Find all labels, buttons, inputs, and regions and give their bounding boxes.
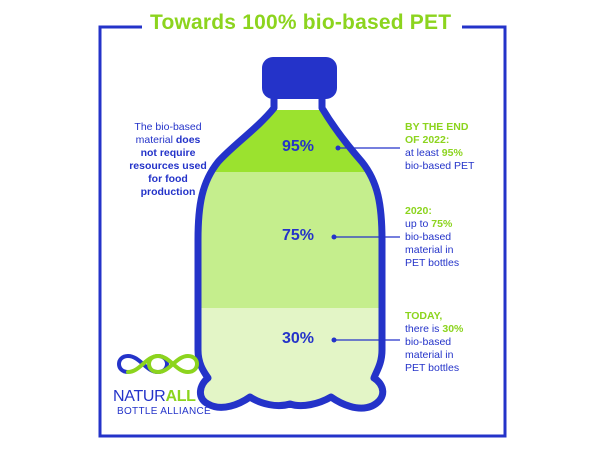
note-line: not require [140, 147, 196, 159]
note-line: for food [148, 173, 188, 185]
annotation-text: PET bottles [405, 257, 460, 269]
level-75-label: 75% [281, 227, 315, 244]
connector-75-dot [331, 234, 337, 240]
annotation-heading: BY THE END [405, 121, 469, 133]
annotation-heading: 2020: [405, 205, 432, 217]
bottle-cap [262, 57, 337, 99]
logo-infinity-icon [117, 353, 199, 375]
annotation-text: up to 75% [405, 218, 525, 231]
logo-subtitle: BOTTLE ALLIANCE [117, 406, 211, 417]
bottle-outline [194, 88, 387, 412]
annotation-text: there is 30% [405, 323, 525, 336]
connector-30-dot [331, 337, 337, 343]
annotation-percent: 75% [431, 218, 453, 230]
note-line: production [140, 186, 196, 198]
annotation-text: PET bottles [405, 362, 460, 374]
annotation-text: bio-based PET [405, 160, 475, 172]
annotation-2020: 2020: up to 75% bio-based material in PE… [405, 205, 525, 270]
logo-wordmark: NATURALL [113, 388, 196, 406]
annotation-text-pre: there is [405, 323, 443, 335]
connector-95-dot [335, 145, 341, 151]
level-30-label: 30% [281, 330, 315, 347]
food-resources-note: The bio-based material does not require … [113, 121, 223, 199]
annotation-2022: BY THE END OF 2022: at least 95% bio-bas… [405, 121, 525, 173]
note-line: material does [113, 134, 223, 147]
level-75-fill [198, 172, 383, 308]
annotation-text-pre: at least [405, 147, 442, 159]
annotation-text: material in [405, 244, 454, 256]
frame-border [98, 25, 507, 438]
page-title: Towards 100% bio-based PET [150, 11, 452, 34]
annotation-percent: 30% [442, 323, 464, 335]
note-line: resources used [129, 160, 207, 172]
note-line: The bio-based [134, 121, 202, 133]
annotation-percent: 95% [441, 147, 463, 159]
annotation-text: material in [405, 349, 454, 361]
annotation-today: TODAY, there is 30% bio-based material i… [405, 310, 525, 375]
note-emphasis: does [175, 134, 201, 146]
level-95-label: 95% [281, 138, 315, 155]
level-30-fill [198, 308, 383, 409]
logo-brand-accent: ALL [165, 388, 196, 405]
logo-brand-plain: NATUR [113, 388, 166, 405]
annotation-heading: OF 2022: [405, 134, 450, 146]
annotation-text: bio-based [405, 336, 452, 348]
note-text: material [135, 134, 176, 146]
annotation-text: bio-based [405, 231, 452, 243]
annotation-heading: TODAY, [405, 310, 443, 322]
annotation-text-pre: up to [405, 218, 432, 230]
annotation-text: at least 95% [405, 147, 525, 160]
